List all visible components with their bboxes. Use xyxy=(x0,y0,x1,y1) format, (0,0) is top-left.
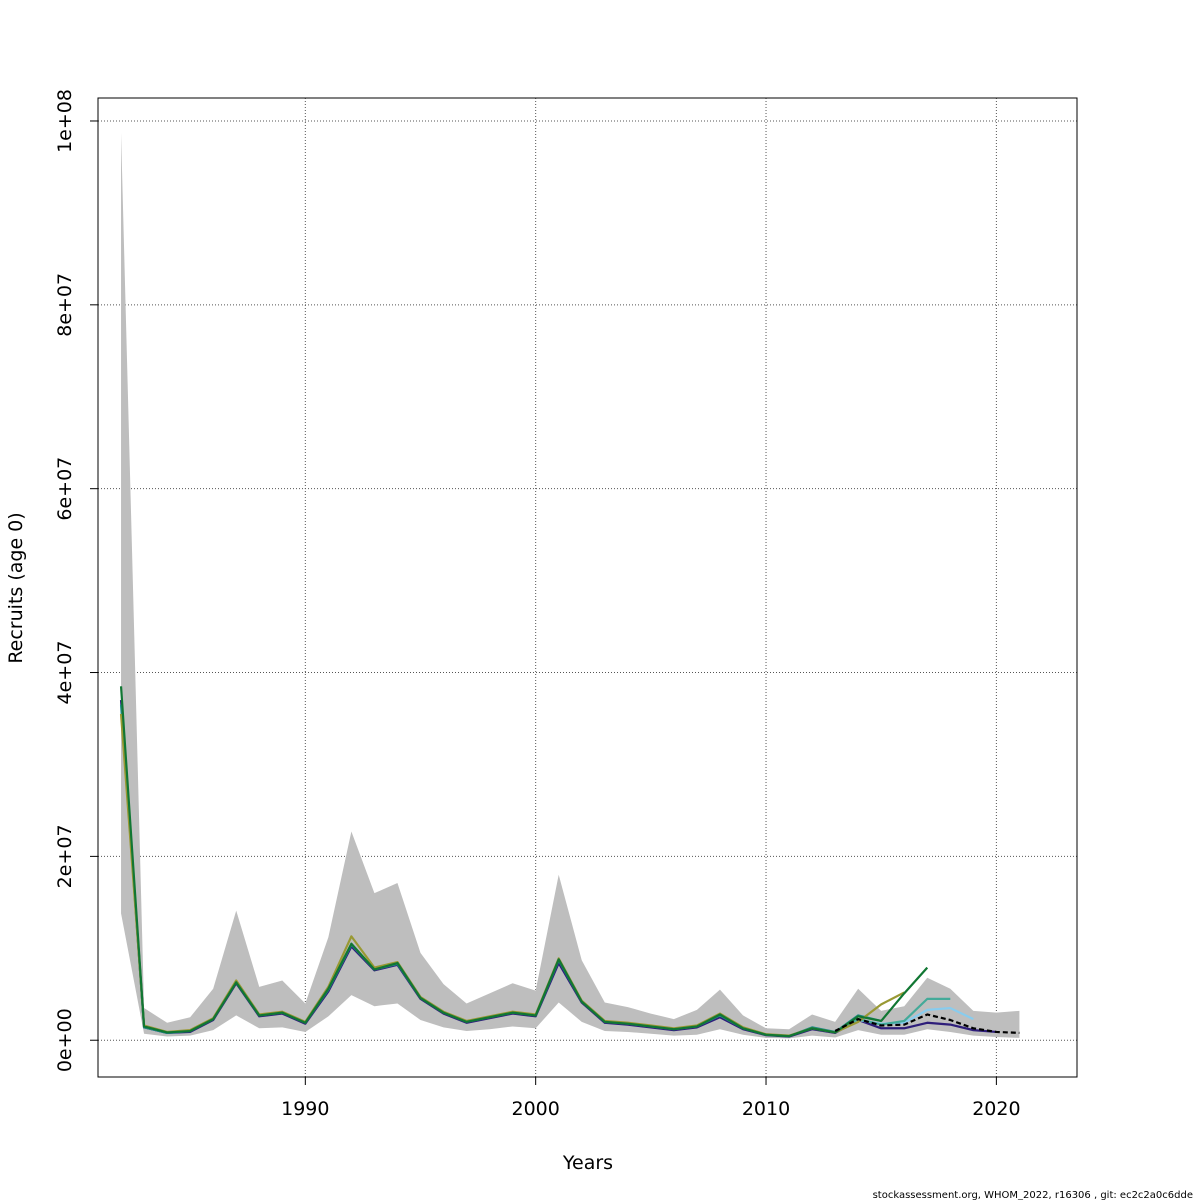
grid-lines xyxy=(98,98,1077,1077)
y-tick-label: 0e+00 xyxy=(54,1008,76,1072)
y-tick-label: 4e+07 xyxy=(54,641,76,705)
x-tick-label: 2010 xyxy=(742,1098,790,1120)
y-tick-label: 8e+07 xyxy=(54,273,76,337)
footer-credit: stockassessment.org, WHOM_2022, r16306 ,… xyxy=(873,1190,1193,1200)
y-axis-label: Recruits (age 0) xyxy=(5,512,27,663)
x-axis-label: Years xyxy=(562,1152,613,1174)
y-tick-label: 6e+07 xyxy=(54,457,76,521)
y-axis: 0e+00 2e+07 4e+07 6e+07 8e+07 1e+08 xyxy=(54,89,99,1072)
plot-frame xyxy=(97,97,1078,1078)
confidence-band xyxy=(121,132,1020,1039)
series-line-7 xyxy=(834,1013,1020,1034)
x-axis: 1990 2000 2010 2020 xyxy=(281,1076,1021,1120)
x-tick-label: 1990 xyxy=(281,1098,329,1120)
y-tick-label: 2e+07 xyxy=(54,824,76,888)
series-line-6 xyxy=(119,686,929,1038)
y-tick-label: 1e+08 xyxy=(54,89,76,153)
series-line-4 xyxy=(834,997,951,1033)
confidence-band-area xyxy=(121,132,1020,1039)
x-tick-label: 2020 xyxy=(972,1098,1020,1120)
series-lines xyxy=(119,686,1020,1038)
x-tick-label: 2000 xyxy=(511,1098,559,1120)
